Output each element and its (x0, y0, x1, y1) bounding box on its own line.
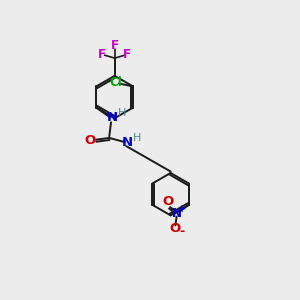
Text: N: N (172, 206, 182, 220)
Text: O: O (162, 195, 173, 208)
Text: H: H (133, 133, 141, 143)
Text: O: O (84, 134, 95, 147)
Text: N: N (107, 111, 118, 124)
Text: -: - (179, 225, 184, 239)
Text: H: H (117, 109, 126, 118)
Text: N: N (122, 136, 133, 148)
Text: O: O (170, 222, 181, 236)
Text: +: + (178, 204, 187, 214)
Text: F: F (123, 47, 131, 61)
Text: F: F (98, 47, 106, 61)
Text: Cl: Cl (109, 76, 122, 89)
Text: F: F (111, 39, 119, 52)
